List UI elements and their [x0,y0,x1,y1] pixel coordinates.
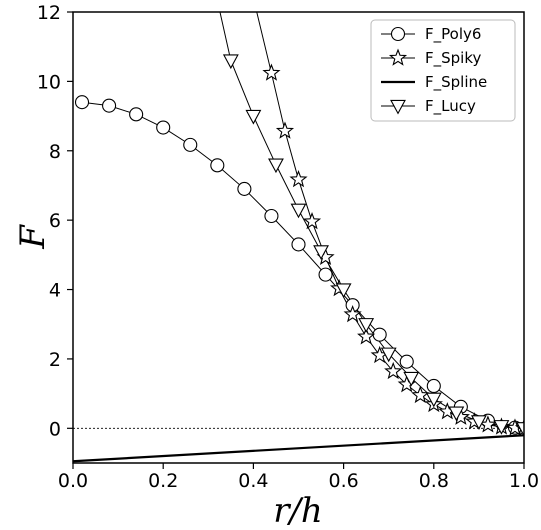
f-spiky-marker [357,327,376,345]
series-markers [74,54,524,437]
f-poly6-marker [183,137,198,152]
f-poly6-marker [372,327,387,342]
f-spiky-marker [262,63,281,81]
x-tick-label: 0.6 [328,470,358,492]
f-lucy-marker [470,415,487,430]
f-spiky-marker [343,304,362,323]
x-axis-label: r/h [273,491,323,530]
f-spiky-marker [384,361,403,380]
legend-f-spiky-marker [388,48,408,66]
f-poly6-marker [426,378,441,394]
plot-frame [72,11,525,464]
y-axis-label: F [13,224,53,250]
legend-f-poly6-marker [390,26,406,42]
x-tick-label: 0.2 [148,470,178,492]
f-lucy-marker [335,283,352,299]
f-lucy-marker [290,203,307,219]
legend-f-lucy-marker [390,99,406,115]
x-tick-label: 1.0 [509,470,539,492]
x-tick-label: 0.8 [419,470,449,492]
f-poly6-marker [210,158,225,173]
f-spiky-marker [275,121,295,139]
f-poly6-marker [129,107,144,122]
f-lucy-marker [358,318,375,333]
legend: F_Poly6 F_Spiky F_Spline F_Lucy [370,19,516,122]
x-tick-label: 0.4 [238,470,268,492]
f-poly6-marker [318,267,333,282]
f-lucy-marker [268,158,284,174]
y-tick-label: 6 [49,210,61,232]
f-poly6-marker [102,98,117,113]
x-tick-label: 0.0 [58,470,88,492]
f-poly6-marker [237,181,252,196]
y-tick-label: 0 [49,418,61,440]
f-lucy-marker [448,406,465,422]
f-spiky-marker [289,170,308,188]
f-poly6-marker [264,208,279,224]
f-lucy-marker [493,420,510,435]
f-poly6-marker [74,95,90,110]
f-lucy-marker [425,392,442,408]
y-tick-label: 12 [37,2,61,24]
f-spline-line [73,434,524,463]
f-lucy-marker [313,245,329,260]
f-lucy-marker [222,54,239,70]
legend-box [370,19,516,122]
legend-f-spiky-label: F_Spiky [425,49,481,68]
f-lucy-marker [245,109,262,125]
f-poly6-marker [399,354,414,369]
legend-f-spline-label: F_Spline [425,73,487,92]
y-tick-label: 10 [37,71,61,93]
legend-f-lucy-label: F_Lucy [425,97,476,116]
y-tick-label: 4 [49,280,61,302]
f-spiky-marker [302,211,322,230]
y-tick-label: 8 [49,141,61,163]
f-poly6-marker [156,120,171,135]
y-tick-label: 2 [49,349,61,371]
f-poly6-marker [291,237,306,252]
axis-ticks: 0.0 0.2 0.4 0.6 0.8 1.0 0 2 4 6 8 10 12 [37,2,539,492]
f-lucy-marker [380,347,397,363]
f-lucy-marker [516,422,524,437]
f-lucy-marker [403,371,420,387]
legend-f-poly6-label: F_Poly6 [425,25,481,44]
